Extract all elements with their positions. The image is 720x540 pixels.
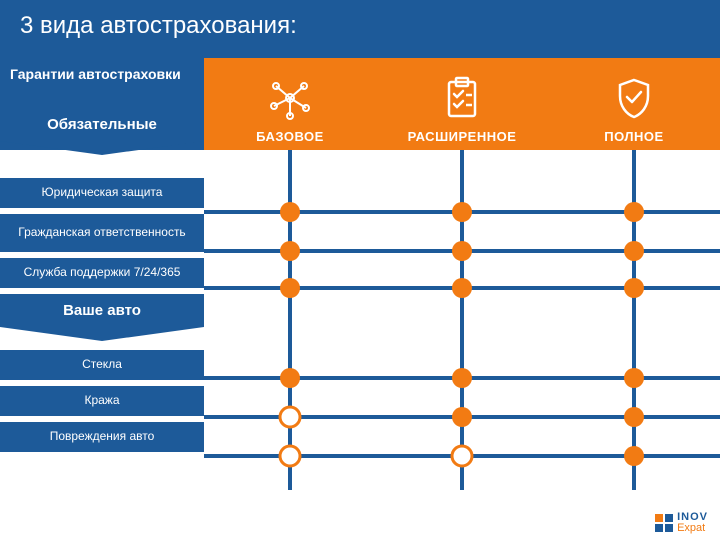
dot-full-icon bbox=[280, 368, 300, 388]
comparison-chart bbox=[204, 150, 720, 530]
row-label: Кража bbox=[0, 386, 204, 416]
dot-full-icon bbox=[452, 407, 472, 427]
plan-label: РАСШИРЕННОЕ bbox=[408, 129, 517, 144]
row-label: Юридическая защита bbox=[0, 178, 204, 208]
plan-col-1: РАСШИРЕННОЕ bbox=[376, 58, 548, 150]
plan-label: БАЗОВОЕ bbox=[256, 129, 324, 144]
dot-outline-icon bbox=[280, 407, 300, 427]
row-sidebar: Юридическая защита Гражданская ответствен… bbox=[0, 150, 204, 452]
header-row: Гарантии автостраховки Обязательные БАЗО… bbox=[0, 58, 720, 150]
row-label: Стекла bbox=[0, 350, 204, 380]
plan-label: ПОЛНОЕ bbox=[604, 129, 663, 144]
row-label: Повреждения авто bbox=[0, 422, 204, 452]
shield-icon bbox=[614, 76, 654, 125]
mandatory-ribbon: Обязательные bbox=[0, 108, 204, 141]
dot-full-icon bbox=[280, 202, 300, 222]
dot-full-icon bbox=[452, 278, 472, 298]
logo-line2: Expat bbox=[677, 523, 708, 534]
logo-mark-icon bbox=[655, 514, 673, 532]
grid-area: Юридическая защита Гражданская ответствен… bbox=[0, 150, 720, 530]
guarantee-text: Гарантии автостраховки bbox=[10, 66, 194, 82]
page-title: 3 вида автострахования: bbox=[0, 0, 720, 58]
dot-full-icon bbox=[624, 241, 644, 261]
plan-col-0: БАЗОВОЕ bbox=[204, 58, 376, 150]
dot-full-icon bbox=[452, 241, 472, 261]
dot-outline-icon bbox=[452, 446, 472, 466]
dot-full-icon bbox=[624, 446, 644, 466]
plan-columns: БАЗОВОЕ РАСШИРЕННОЕ ПОЛНОЕ bbox=[204, 58, 720, 150]
row-label: Служба поддержки 7/24/365 bbox=[0, 258, 204, 288]
your-car-ribbon: Ваше авто bbox=[0, 294, 204, 327]
dot-full-icon bbox=[452, 202, 472, 222]
dot-full-icon bbox=[624, 202, 644, 222]
plan-col-2: ПОЛНОЕ bbox=[548, 58, 720, 150]
dot-full-icon bbox=[624, 368, 644, 388]
clipboard-icon bbox=[442, 76, 482, 125]
dot-outline-icon bbox=[280, 446, 300, 466]
dot-full-icon bbox=[452, 368, 472, 388]
dot-full-icon bbox=[624, 407, 644, 427]
logo: INOV Expat bbox=[655, 512, 708, 534]
dot-full-icon bbox=[624, 278, 644, 298]
dot-full-icon bbox=[280, 278, 300, 298]
dot-full-icon bbox=[280, 241, 300, 261]
row-label: Гражданская ответственность bbox=[0, 214, 204, 252]
network-icon bbox=[268, 76, 312, 125]
